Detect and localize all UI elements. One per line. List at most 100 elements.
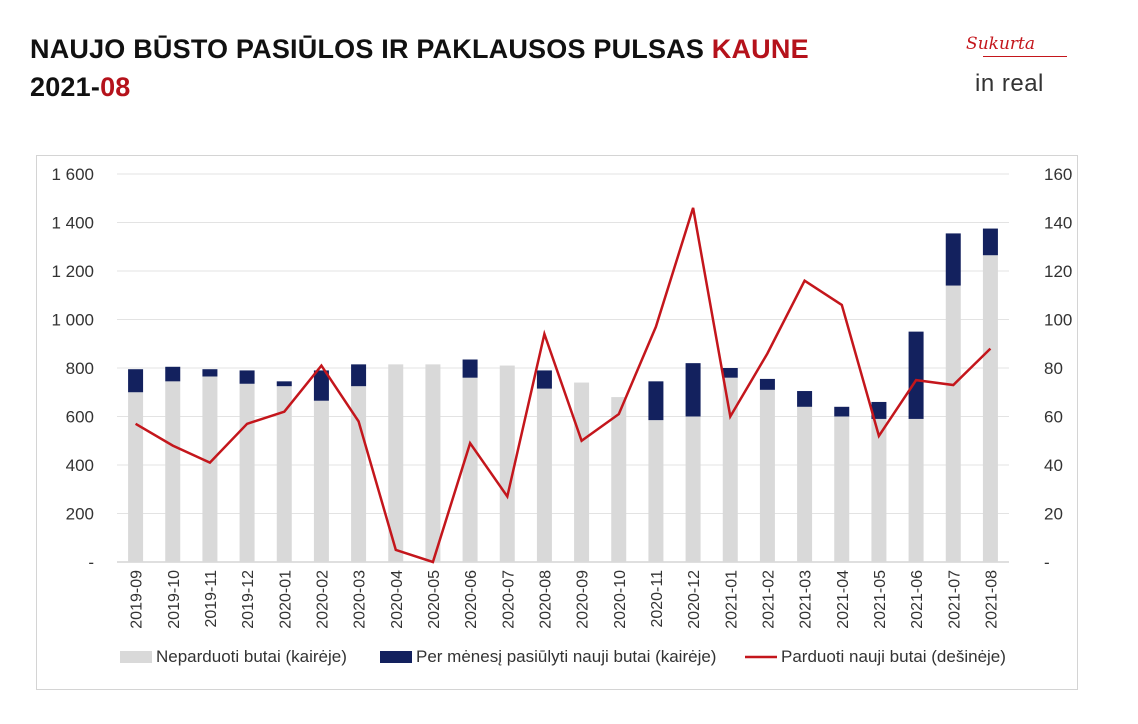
x-tick-label: 2019-10 (166, 570, 183, 629)
bar-unsold (871, 418, 887, 562)
y-left-tick-label: 800 (66, 359, 94, 378)
x-tick-label: 2020-06 (463, 570, 480, 629)
bar-offered (871, 401, 887, 419)
legend-label: Neparduoti butai (kairėje) (156, 647, 347, 666)
bar-offered (945, 233, 961, 286)
bar-unsold (908, 418, 924, 562)
bar-unsold (313, 400, 329, 562)
bar-offered (685, 363, 701, 417)
bar-unsold (388, 364, 404, 562)
bar-offered (648, 381, 664, 421)
bar-unsold (202, 376, 218, 562)
y-right-tick-label: 140 (1044, 214, 1072, 233)
title-line-2: 2021-08 (30, 68, 809, 106)
x-tick-label: 2020-01 (277, 570, 294, 629)
x-tick-label: 2019-09 (129, 570, 146, 629)
x-tick-label: 2020-12 (686, 570, 703, 629)
inreal-logo: in real (975, 70, 1044, 97)
chart-title: NAUJO BŪSTO PASIŪLOS IR PAKLAUSOS PULSAS… (30, 30, 809, 106)
x-tick-label: 2019-11 (203, 570, 220, 628)
bar-unsold (797, 406, 813, 562)
y-left-tick-label: - (88, 553, 94, 572)
bar-offered (351, 364, 367, 387)
bar-unsold (685, 416, 701, 562)
x-tick-label: 2020-03 (352, 570, 369, 629)
y-right-tick-label: 20 (1044, 505, 1063, 524)
bar-offered (834, 406, 850, 417)
legend-label: Parduoti nauji butai (dešinėje) (781, 647, 1006, 666)
legend-swatch-bar (380, 651, 412, 663)
y-left-tick-label: 400 (66, 456, 94, 475)
x-tick-label: 2020-07 (500, 570, 517, 629)
bar-offered (536, 370, 552, 389)
bar-unsold (276, 386, 292, 562)
bar-offered (462, 359, 478, 378)
x-tick-label: 2021-04 (835, 570, 852, 629)
bar-unsold (574, 382, 590, 562)
y-right-tick-label: 80 (1044, 359, 1063, 378)
legend-label: Per mėnesį pasiūlyti nauji butai (kairėj… (416, 647, 716, 666)
bar-unsold (648, 420, 664, 562)
x-tick-label: 2021-07 (946, 570, 963, 629)
x-tick-label: 2020-10 (612, 570, 629, 629)
x-tick-label: 2020-04 (389, 570, 406, 629)
x-tick-label: 2021-02 (760, 570, 777, 629)
y-right-tick-label: 60 (1044, 408, 1063, 427)
x-tick-label: 2020-08 (537, 570, 554, 629)
bar-offered (202, 369, 218, 377)
y-left-tick-label: 1 200 (51, 262, 94, 281)
legend-swatch-bar (120, 651, 152, 663)
combo-chart: - 200 400 600 800 1 000 1 200 1 400 1 600 - 20 40 60… (51, 165, 1072, 666)
title-city: KAUNE (711, 34, 809, 64)
bar-offered (276, 381, 292, 387)
bar-offered (128, 369, 144, 393)
y-right-tick-label: - (1044, 553, 1050, 572)
y-right-tick-label: 40 (1044, 456, 1063, 475)
bar-offered (313, 370, 329, 401)
bar-offered (239, 370, 255, 384)
x-tick-label: 2020-05 (426, 570, 443, 629)
x-tick-label: 2020-11 (649, 570, 666, 628)
x-tick-label: 2021-01 (723, 570, 740, 629)
title-main: NAUJO BŪSTO PASIŪLOS IR PAKLAUSOS PULSAS (30, 34, 712, 64)
y-right-tick-label: 160 (1044, 165, 1072, 184)
x-tick-label: 2021-06 (909, 570, 926, 629)
bar-unsold (834, 416, 850, 562)
bar-unsold (759, 389, 775, 562)
bar-unsold (128, 392, 144, 562)
bar-unsold (425, 364, 441, 562)
title-date-accent: 08 (100, 72, 131, 102)
line-sold (134, 207, 992, 564)
y-left-tick-label: 600 (66, 408, 94, 427)
y-left-tick-label: 1 400 (51, 214, 94, 233)
title-line-1: NAUJO BŪSTO PASIŪLOS IR PAKLAUSOS PULSAS… (30, 30, 809, 68)
bar-unsold (945, 285, 961, 562)
y-left-tick-label: 1 600 (51, 165, 94, 184)
bar-offered (797, 391, 813, 407)
title-date-prefix: 2021- (30, 72, 101, 102)
x-tick-label: 2020-09 (575, 570, 592, 629)
y-right-tick-label: 120 (1044, 262, 1072, 281)
bar-offered (722, 368, 738, 378)
made-by-label: Sukurta (966, 34, 1035, 54)
bar-offered (982, 228, 998, 256)
bar-offered (165, 366, 181, 382)
y-left-tick-label: 1 000 (51, 311, 94, 330)
y-left-tick-label: 200 (66, 505, 94, 524)
brand-logo: Sukurta in real (965, 34, 1075, 100)
bar-unsold (536, 388, 552, 562)
made-by-underline (983, 56, 1067, 57)
bar-offered (908, 331, 924, 419)
x-tick-label: 2021-08 (983, 570, 1000, 629)
bar-unsold (722, 377, 738, 562)
bar-unsold (611, 397, 627, 562)
bar-unsold (982, 255, 998, 563)
y-right-tick-label: 100 (1044, 311, 1072, 330)
bar-unsold (165, 381, 181, 562)
bar-unsold (499, 365, 515, 562)
bar-offered (759, 378, 775, 390)
bar-unsold (239, 383, 255, 562)
x-tick-label: 2019-12 (240, 570, 257, 629)
chart-container: - 200 400 600 800 1 000 1 200 1 400 1 600 - 20 40 60… (36, 155, 1078, 690)
x-tick-label: 2020-02 (314, 570, 331, 629)
